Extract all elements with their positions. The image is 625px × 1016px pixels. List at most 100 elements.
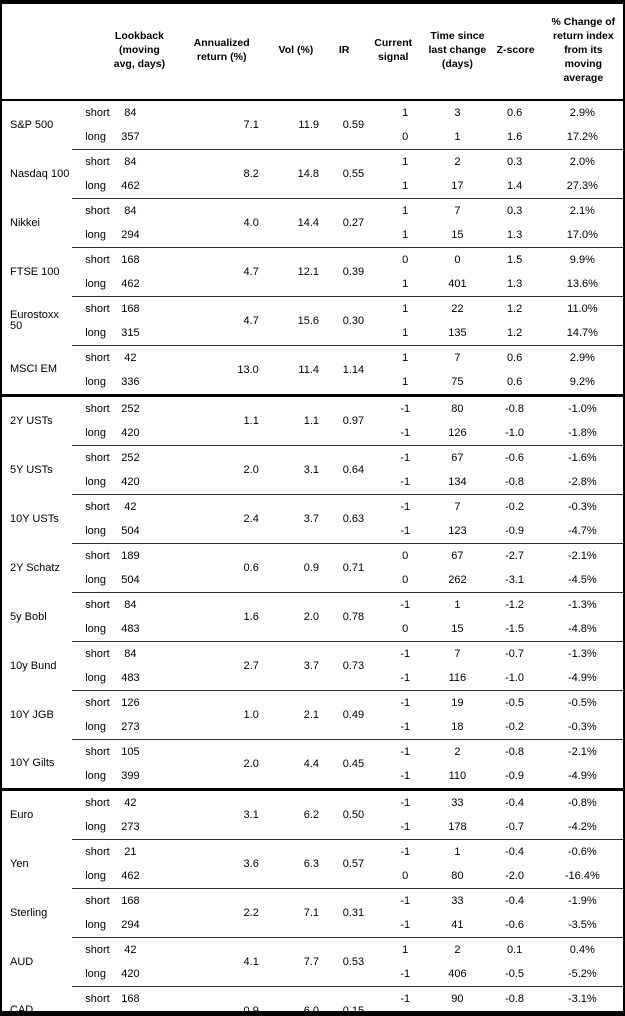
vol-value: 2.1: [264, 690, 327, 740]
pct-change-value: 27.3%: [566, 179, 598, 192]
time-since-value: 7: [419, 494, 496, 519]
table-body: S&P 500 short 84 7.1 11.9 0.59 1 3 0.6 2.9% long 35…: [2, 100, 623, 1016]
vol-value: 6.3: [264, 839, 327, 889]
annualized-return-value: 2.2: [168, 888, 265, 938]
ir-value: 0.64: [327, 445, 368, 495]
asset-row-short: Eurostoxx 50 short 168 4.7 15.6 0.30 1 22 1.2 11.…: [2, 296, 623, 346]
time-since-value: 33: [419, 788, 496, 815]
col-header-annualized-return: Annualized return (%): [168, 4, 265, 101]
signal-value: -1: [367, 641, 420, 666]
z-score-value: -0.4: [495, 888, 544, 913]
z-score-value: 1.5: [495, 247, 544, 272]
time-since-value: 15: [451, 228, 464, 241]
lookback-value: 21: [102, 839, 169, 864]
annualized-return-value: 4.7: [168, 296, 265, 346]
lookback-value: 84: [124, 106, 137, 119]
position-label: long: [85, 228, 107, 241]
signal-value: 1: [367, 198, 420, 223]
lookback-value: 315: [121, 326, 140, 339]
z-score-value: 0.6: [506, 106, 523, 119]
pct-change-value: -0.3%: [567, 720, 597, 733]
pct-change-value: 13.6%: [566, 277, 598, 290]
signal-value: 0: [367, 543, 420, 568]
position-label: short: [72, 839, 110, 864]
asset-row-long: long 294 -1 41 -0.6 -3.5%: [2, 913, 623, 938]
asset-name: 10Y Gilts: [10, 757, 55, 770]
pct-change-value: 11.0%: [543, 296, 623, 321]
asset-row-long: long 273 -1 18 -0.2 -0.3%: [2, 715, 623, 740]
annualized-return-value: 2.0: [168, 739, 265, 790]
asset-name: 5Y USTs: [10, 463, 53, 476]
vol-value: 3.7: [264, 641, 327, 691]
signal-value: -1: [400, 426, 411, 439]
lookback-value: 336: [121, 375, 140, 388]
position-label: short: [72, 986, 110, 1011]
position-label: short: [72, 690, 110, 715]
asset-row-short: 2Y Schatz short 189 0.6 0.9 0.71 0 67 -2.7 -2.1%: [2, 543, 623, 593]
momentum-signals-table: Lookback (moving avg, days) Annualized r…: [2, 4, 623, 1016]
asset-name: Nasdaq 100: [10, 167, 70, 180]
signal-value: 1: [367, 296, 420, 321]
position-label: short: [85, 106, 110, 119]
lookback-value: 504: [102, 1011, 168, 1016]
z-score-value: -0.9: [505, 524, 525, 537]
position-label: short: [72, 345, 110, 370]
pct-change-value: -4.9%: [567, 769, 597, 782]
annualized-return-value: 0.9: [168, 986, 265, 1011]
time-since-value: 1: [419, 592, 496, 617]
position-label: long: [85, 967, 107, 980]
z-score-value: -0.8: [505, 475, 525, 488]
z-score-value: -1.1: [496, 1011, 544, 1016]
asset-row-short: FTSE 100 short 168 4.7 12.1 0.39 0 0 1.5 9.9%: [2, 247, 623, 297]
vol-value: 7.1: [264, 888, 327, 938]
time-since-value: 178: [448, 820, 467, 833]
time-since-value: 3: [454, 106, 461, 119]
vol-value: 11.4: [264, 345, 327, 396]
signal-value: -1: [400, 475, 411, 488]
pct-change-value: -1.6%: [543, 445, 623, 470]
asset-row-short: 2Y USTs short 252 1.1 1.1 0.97 -1 80 -0.8 -1.0%: [2, 394, 623, 446]
lookback-value: 462: [121, 277, 140, 290]
vol-value: 14.8: [264, 149, 327, 199]
signal-value: -1: [367, 445, 420, 470]
time-since-value: 2: [419, 937, 496, 962]
time-since-value: 75: [451, 375, 464, 388]
signal-value: -1: [400, 524, 411, 537]
z-score-value: 1.3: [506, 277, 523, 290]
col-header-z-score: Z-score: [495, 4, 544, 101]
lookback-value: 168: [102, 888, 169, 913]
pct-change-value: -4.5%: [567, 573, 597, 586]
lookback-value: 42: [102, 494, 169, 519]
asset-row-long: long 462 1 401 1.3 13.6%: [2, 272, 623, 297]
position-label: long: [85, 918, 107, 931]
lookback-value: 189: [102, 543, 169, 568]
position-label: long: [85, 671, 107, 684]
signal-value: 0: [402, 869, 409, 882]
pct-change-value: -2.8%: [567, 475, 597, 488]
annualized-return-value: 13.0: [168, 345, 265, 396]
signal-value: 0: [402, 130, 409, 143]
pct-change-value: 14.7%: [566, 326, 598, 339]
time-since-value: 67: [419, 445, 496, 470]
z-score-value: 1.4: [506, 179, 523, 192]
vol-value: 11.9: [298, 118, 319, 131]
z-score-value: -0.7: [505, 820, 525, 833]
asset-row-long: long 420 -1 406 -0.5 -5.2%: [2, 962, 623, 987]
asset-row-short: Nikkei short 84 4.0 14.4 0.27 1 7 0.3 2.1%: [2, 198, 623, 248]
time-since-value: 406: [448, 967, 467, 980]
asset-name: S&P 500: [10, 118, 54, 131]
pct-change-value: -7.1%: [544, 1011, 623, 1016]
z-score-value: 0.1: [495, 937, 544, 962]
asset-row-long: long 420 -1 126 -1.0 -1.8%: [2, 421, 623, 446]
z-score-value: -0.7: [495, 641, 544, 666]
time-since-value: 0: [419, 247, 496, 272]
time-since-value: 19: [419, 690, 496, 715]
pct-change-value: -16.4%: [564, 869, 600, 882]
signal-value: -1: [400, 769, 411, 782]
signal-value: -1: [367, 888, 420, 913]
pct-change-value: -5.2%: [567, 967, 597, 980]
time-since-value: 1: [454, 130, 461, 143]
time-since-value: 134: [448, 475, 467, 488]
